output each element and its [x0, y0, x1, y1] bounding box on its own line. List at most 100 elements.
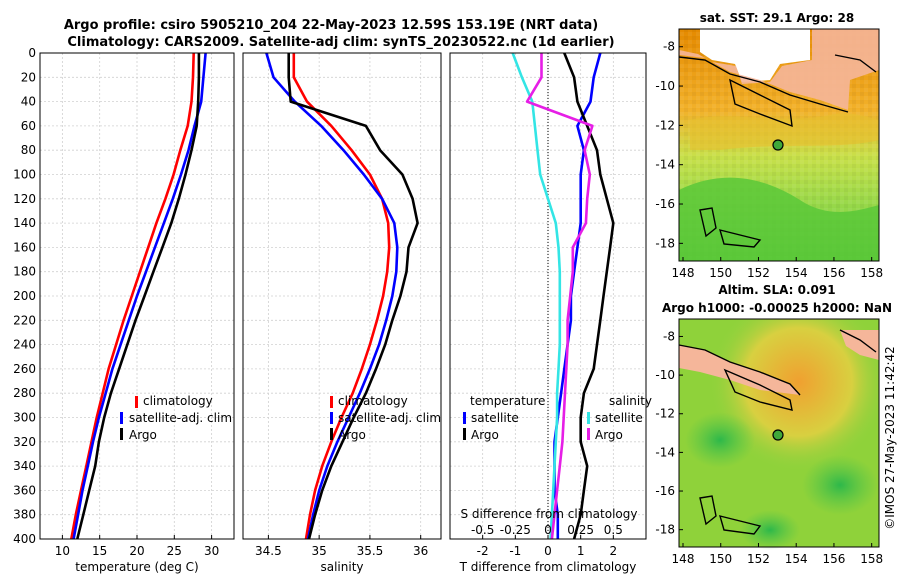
- legend-swatch-satellite: [330, 412, 333, 424]
- map-y-tick-label: -10: [655, 79, 675, 93]
- plot-frame: [39, 52, 235, 540]
- depth-tick-label: 320: [13, 435, 36, 449]
- map-y-tick-label: -14: [655, 445, 675, 459]
- map-y-tick-label: -18: [655, 523, 675, 537]
- map-x-tick-label: 150: [709, 266, 732, 280]
- depth-tick-label: 40: [21, 95, 36, 109]
- plot-frame: [242, 52, 442, 540]
- legend-label-climatology: climatology: [338, 394, 408, 408]
- x-axis-label: salinity: [320, 560, 363, 574]
- sst-land-new-guinea: [679, 29, 879, 110]
- depth-tick-label: 300: [13, 411, 36, 425]
- depth-tick-label: 340: [13, 459, 36, 473]
- depth-tick-label: 220: [13, 313, 36, 327]
- legend-swatch-climatology: [135, 396, 138, 408]
- x-tick-label: 25: [167, 544, 182, 558]
- legend-label-climatology: climatology: [143, 394, 213, 408]
- series-line-satellite-adj-clim: [72, 52, 207, 540]
- depth-tick-label: 160: [13, 240, 36, 254]
- legend-swatch-t-argo: [463, 428, 466, 440]
- series-line-argo: [287, 53, 419, 540]
- series-line-satellite-adj-clim: [265, 52, 399, 540]
- depth-tick-label: 200: [13, 289, 36, 303]
- sst-warm-band: [690, 113, 879, 150]
- map-y-tick-label: -16: [655, 197, 675, 211]
- map-y-tick-label: -12: [655, 118, 675, 132]
- difference-legend: temperature satellite Argo salinity sate…: [463, 394, 652, 442]
- sla-map-axes: 148 150 152 154 156 158 -8 -10 -12 -14 -16 -18: [655, 329, 883, 566]
- sst-argo-marker: [772, 139, 784, 151]
- map-x-tick-label: 152: [747, 266, 770, 280]
- x-tick-label: 36: [413, 544, 428, 558]
- difference-panel: -2 -1 0 1 2 T difference from climatology: [449, 52, 647, 574]
- depth-axis: 0 20 40 60 80 100 120 140 160 180 200 220 240 260 280 3…: [13, 46, 36, 546]
- x-tick-label: 35: [312, 544, 327, 558]
- temperature-panel: 10 15 20 25 30 temperature (deg C): [39, 52, 235, 574]
- x-axis-label: temperature (deg C): [75, 560, 198, 574]
- legend-swatch-s-satellite: [587, 412, 590, 424]
- series-line-climatology: [70, 52, 195, 540]
- map-x-tick-label: 148: [672, 266, 695, 280]
- sla-coastline: [678, 329, 877, 535]
- sla-low-anomaly-1: [685, 412, 755, 468]
- s-tick-label: -0.25: [500, 523, 531, 537]
- sst-map-title: sat. SST: 29.1 Argo: 28: [700, 11, 854, 25]
- x-tick-label: 0: [544, 544, 552, 558]
- map-y-tick-label: -8: [663, 329, 675, 343]
- sla-map-title-2: Argo h1000: -0.00025 h2000: NaN: [662, 301, 892, 315]
- series-line-argo: [76, 53, 201, 540]
- map-x-tick-label: 150: [709, 552, 732, 566]
- s-difference-label: S difference from climatology: [461, 507, 638, 521]
- sla-map-frame: [678, 318, 880, 548]
- series-line-salinity-satellite: [511, 52, 562, 540]
- x-tick-label: 1: [577, 544, 585, 558]
- temperature-legend: climatology satellite-adj. clim Argo: [120, 394, 232, 442]
- s-tick-label: -0.5: [471, 523, 494, 537]
- sla-argo-marker: [772, 429, 784, 441]
- x-tick-label: 20: [129, 544, 144, 558]
- figure-title-line1: Argo profile: csiro 5905210_204 22-May-2…: [64, 18, 598, 33]
- map-y-tick-label: -14: [655, 158, 675, 172]
- map-y-tick-label: -12: [655, 407, 675, 421]
- depth-tick-label: 140: [13, 216, 36, 230]
- map-y-tick-label: -8: [663, 40, 675, 54]
- map-x-tick-label: 152: [747, 552, 770, 566]
- imos-credit: ©IMOS 27-May-2023 11:42:42: [883, 346, 897, 530]
- legend-title-salinity: salinity: [609, 394, 652, 408]
- salinity-panel: 34.5 35 35.5 36 salinity: [242, 52, 442, 574]
- legend-label-satellite: satellite-adj. clim: [129, 411, 232, 425]
- depth-tick-label: 0: [28, 46, 36, 60]
- sst-map: [678, 28, 880, 262]
- depth-tick-label: 400: [13, 532, 36, 546]
- x-tick-label: 15: [92, 544, 107, 558]
- x-axis-label: T difference from climatology: [459, 560, 637, 574]
- depth-tick-label: 360: [13, 483, 36, 497]
- sla-low-anomaly-2: [802, 455, 878, 515]
- series-line-climatology: [292, 53, 391, 540]
- map-y-tick-label: -16: [655, 484, 675, 498]
- depth-tick-label: 240: [13, 338, 36, 352]
- x-tick-label: 10: [55, 544, 70, 558]
- s-tick-label: 0.25: [567, 523, 594, 537]
- x-tick-label: 35.5: [357, 544, 384, 558]
- sla-map-title-1: Altim. SLA: 0.091: [718, 283, 835, 297]
- x-tick-label: -1: [509, 544, 521, 558]
- depth-tick-label: 280: [13, 386, 36, 400]
- legend-swatch-climatology: [330, 396, 333, 408]
- map-x-tick-label: 158: [860, 266, 883, 280]
- x-tick-label: 30: [204, 544, 219, 558]
- sla-map: [678, 318, 880, 550]
- sst-coastline: [678, 54, 877, 248]
- depth-tick-label: 100: [13, 168, 36, 182]
- x-tick-label: -2: [477, 544, 489, 558]
- depth-tick-label: 180: [13, 265, 36, 279]
- map-x-tick-label: 158: [860, 552, 883, 566]
- map-x-tick-label: 156: [822, 266, 845, 280]
- depth-tick-label: 120: [13, 192, 36, 206]
- map-x-tick-label: 156: [822, 552, 845, 566]
- map-x-tick-label: 154: [785, 266, 808, 280]
- map-y-tick-label: -10: [655, 368, 675, 382]
- x-tick-label: 34.5: [255, 544, 282, 558]
- salinity-legend: climatology satellite-adj. clim Argo: [330, 394, 441, 442]
- legend-label-argo: Argo: [129, 428, 157, 442]
